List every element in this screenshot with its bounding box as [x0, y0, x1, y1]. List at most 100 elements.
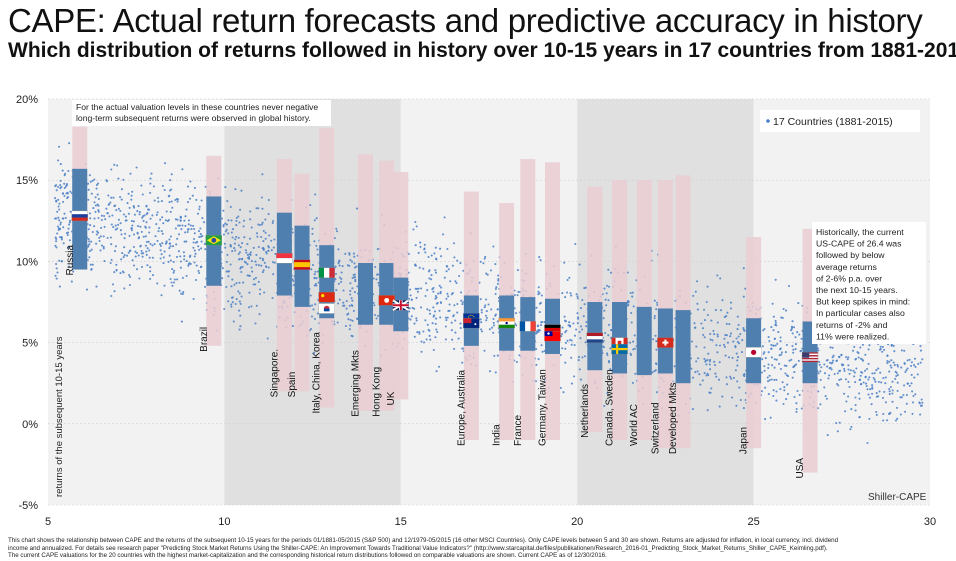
data-point: [233, 283, 236, 286]
data-point: [241, 242, 244, 245]
flag-ch-icon: [657, 337, 674, 348]
data-point: [257, 207, 260, 210]
data-point: [249, 251, 252, 254]
data-point: [739, 398, 742, 402]
data-point: [914, 365, 917, 368]
data-point: [881, 350, 884, 353]
data-point: [831, 361, 834, 364]
data-point: [97, 197, 100, 201]
data-point: [851, 349, 855, 352]
flag-tw-icon: [544, 330, 561, 342]
data-point: [140, 230, 143, 233]
data-point: [577, 356, 581, 359]
data-point: [112, 196, 115, 199]
data-point: [579, 378, 582, 381]
data-point: [103, 260, 106, 263]
data-point: [247, 306, 251, 309]
data-point: [796, 389, 799, 393]
data-point: [849, 369, 852, 372]
data-point: [59, 236, 62, 239]
data-point: [456, 302, 459, 306]
data-point: [338, 264, 341, 267]
data-point: [126, 202, 129, 205]
footnote-line1: This chart shows the relationship betwee…: [8, 537, 839, 544]
data-point: [233, 242, 236, 245]
data-point: [454, 331, 457, 334]
data-point: [184, 224, 187, 227]
data-point: [626, 304, 629, 307]
data-point: [896, 381, 899, 384]
data-point: [861, 343, 864, 346]
data-point: [227, 219, 230, 222]
data-point: [461, 301, 464, 304]
data-point: [454, 319, 457, 322]
data-point: [93, 201, 96, 204]
data-point: [56, 210, 59, 213]
country-label: Hong Kong: [372, 367, 383, 417]
data-point: [267, 198, 270, 202]
data-point: [223, 242, 226, 245]
data-point: [106, 236, 109, 240]
data-point: [895, 374, 898, 378]
data-point: [602, 339, 605, 342]
data-point: [427, 255, 430, 259]
data-point: [770, 378, 773, 381]
data-point: [198, 248, 201, 251]
data-point: [436, 330, 439, 334]
data-point: [716, 321, 719, 324]
data-point: [839, 378, 843, 381]
data-point: [428, 312, 432, 315]
data-point: [492, 245, 495, 248]
data-point: [110, 243, 113, 246]
data-point: [428, 309, 431, 312]
data-point: [344, 252, 347, 255]
data-point: [178, 224, 181, 227]
legend-dot-icon: [766, 119, 770, 123]
data-point: [443, 216, 446, 219]
data-point: [606, 353, 609, 357]
data-point: [581, 328, 584, 331]
data-point: [492, 321, 495, 324]
data-point: [100, 244, 104, 247]
data-point: [373, 313, 377, 317]
data-point: [317, 281, 320, 284]
data-point: [773, 358, 776, 361]
data-point: [141, 255, 144, 258]
data-point: [351, 319, 354, 322]
data-point: [313, 351, 316, 354]
data-point: [244, 249, 247, 252]
data-point: [418, 266, 421, 269]
data-point: [235, 224, 238, 227]
data-point: [709, 391, 712, 394]
data-point: [310, 315, 314, 318]
data-point: [131, 224, 134, 227]
data-point: [177, 224, 180, 227]
data-point: [484, 304, 487, 307]
data-point: [157, 230, 160, 233]
data-point: [415, 296, 418, 299]
data-point: [627, 300, 630, 303]
data-point: [764, 418, 767, 421]
data-point: [607, 285, 611, 288]
data-point: [632, 340, 635, 343]
data-point: [424, 294, 427, 298]
data-point: [539, 259, 542, 262]
data-point: [770, 347, 773, 350]
data-point: [854, 396, 857, 399]
data-point: [231, 296, 234, 299]
data-point: [181, 224, 184, 227]
data-point: [187, 264, 190, 267]
data-point: [149, 242, 152, 246]
data-point: [875, 369, 878, 372]
data-point: [146, 211, 149, 215]
data-point: [426, 308, 429, 311]
data-point: [250, 305, 253, 308]
data-point: [238, 281, 241, 284]
data-point: [717, 378, 721, 381]
data-point: [342, 304, 345, 307]
data-point: [490, 326, 494, 329]
data-point: [485, 272, 488, 275]
data-point: [790, 329, 793, 332]
data-point: [447, 268, 450, 271]
data-point: [88, 249, 92, 253]
